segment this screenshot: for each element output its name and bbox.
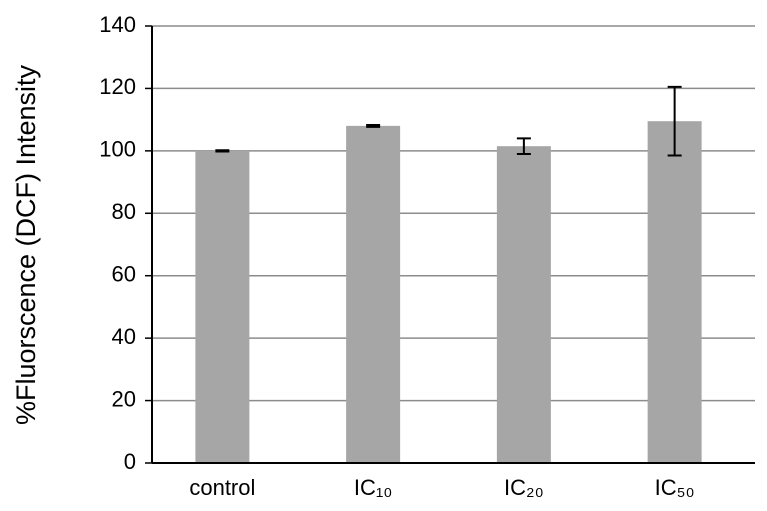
y-tick-label: 0 — [124, 449, 136, 474]
y-tick-label: 80 — [112, 199, 136, 224]
x-tick-label: IC₅₀ — [655, 475, 695, 500]
bar — [647, 121, 702, 463]
y-tick-label: 20 — [112, 386, 136, 411]
bar — [496, 146, 551, 464]
x-tick-label: control — [189, 475, 255, 500]
y-tick-label: 100 — [99, 137, 136, 162]
x-tick-label: IC₁₀ — [354, 475, 393, 500]
y-tick-label: 60 — [112, 262, 136, 287]
error-bar — [366, 123, 381, 128]
error-bar — [667, 85, 682, 157]
bar — [195, 150, 250, 463]
y-tick-label: 140 — [99, 12, 136, 37]
error-bar — [215, 149, 230, 153]
y-tick-label: 120 — [99, 74, 136, 99]
error-bar — [516, 137, 531, 155]
x-tick-label: IC₂₀ — [504, 475, 544, 500]
bar — [346, 125, 401, 463]
y-axis-title: %Fluorscence (DCF) Intensity — [11, 64, 41, 425]
y-tick-label: 40 — [112, 324, 136, 349]
